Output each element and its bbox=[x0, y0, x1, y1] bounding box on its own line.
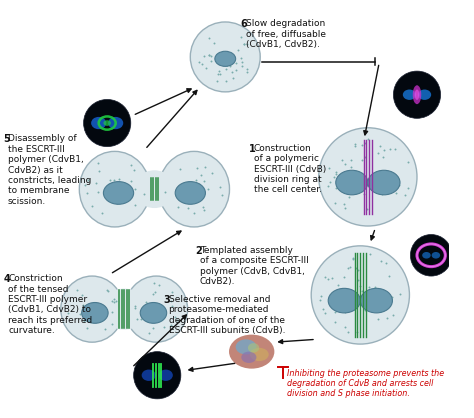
Ellipse shape bbox=[142, 370, 156, 381]
Ellipse shape bbox=[103, 181, 134, 204]
Ellipse shape bbox=[250, 348, 269, 361]
Ellipse shape bbox=[236, 339, 256, 354]
Ellipse shape bbox=[215, 51, 236, 66]
Ellipse shape bbox=[125, 276, 188, 342]
Text: Templated assembly
of a composite ESCRT-III
polymer (CdvB, CdvB1,
CdvB2).: Templated assembly of a composite ESCRT-… bbox=[200, 246, 309, 286]
Ellipse shape bbox=[418, 89, 431, 100]
Ellipse shape bbox=[229, 335, 274, 369]
Ellipse shape bbox=[134, 170, 175, 208]
Text: Selective removal and
proteasome-mediated
degradation of one of the
ESCRT-III su: Selective removal and proteasome-mediate… bbox=[169, 295, 285, 335]
Text: 5: 5 bbox=[3, 134, 10, 144]
Text: Construction
of a polymeric
ESCRT-III (CdvB)
division ring at
the cell center.: Construction of a polymeric ESCRT-III (C… bbox=[254, 144, 326, 194]
Ellipse shape bbox=[368, 170, 400, 195]
Ellipse shape bbox=[82, 303, 108, 323]
Circle shape bbox=[410, 234, 452, 276]
Text: 1: 1 bbox=[249, 144, 255, 154]
Ellipse shape bbox=[403, 89, 416, 100]
Ellipse shape bbox=[159, 151, 229, 227]
Ellipse shape bbox=[108, 117, 123, 129]
Ellipse shape bbox=[175, 181, 205, 204]
Ellipse shape bbox=[103, 120, 111, 126]
Ellipse shape bbox=[79, 151, 150, 227]
Ellipse shape bbox=[415, 89, 419, 100]
Ellipse shape bbox=[241, 352, 256, 363]
Circle shape bbox=[393, 71, 441, 118]
Ellipse shape bbox=[360, 288, 392, 313]
Text: Constriction
of the tensed
ESCRT-III polymer
(CdvB1, CdvB2) to
reach its preferr: Constriction of the tensed ESCRT-III pol… bbox=[8, 274, 92, 335]
Ellipse shape bbox=[91, 117, 106, 129]
Ellipse shape bbox=[311, 246, 410, 344]
Ellipse shape bbox=[328, 288, 360, 313]
Circle shape bbox=[134, 352, 181, 399]
Ellipse shape bbox=[61, 276, 123, 342]
Text: Disassembly of
the ESCRT-III
polymer (CdvB1,
CdvB2) as it
constricts, leading
to: Disassembly of the ESCRT-III polymer (Cd… bbox=[8, 134, 91, 206]
Text: 4: 4 bbox=[3, 274, 10, 284]
Ellipse shape bbox=[248, 343, 259, 352]
Text: Inhibiting the proteasome prevents the
degradation of CdvB and arrests cell
divi: Inhibiting the proteasome prevents the d… bbox=[287, 369, 444, 398]
Ellipse shape bbox=[190, 22, 260, 92]
Circle shape bbox=[83, 99, 131, 147]
Ellipse shape bbox=[159, 370, 173, 381]
Ellipse shape bbox=[100, 288, 149, 330]
Text: 6: 6 bbox=[240, 19, 247, 29]
Text: 3: 3 bbox=[164, 295, 171, 305]
Text: Slow degradation
of free, diffusable
(CdvB1, CdvB2).: Slow degradation of free, diffusable (Cd… bbox=[246, 19, 326, 49]
Ellipse shape bbox=[319, 128, 417, 226]
Ellipse shape bbox=[413, 85, 421, 104]
Ellipse shape bbox=[336, 170, 368, 195]
Ellipse shape bbox=[422, 252, 431, 259]
Ellipse shape bbox=[432, 252, 440, 259]
Ellipse shape bbox=[140, 303, 167, 323]
Text: 2: 2 bbox=[195, 246, 202, 256]
